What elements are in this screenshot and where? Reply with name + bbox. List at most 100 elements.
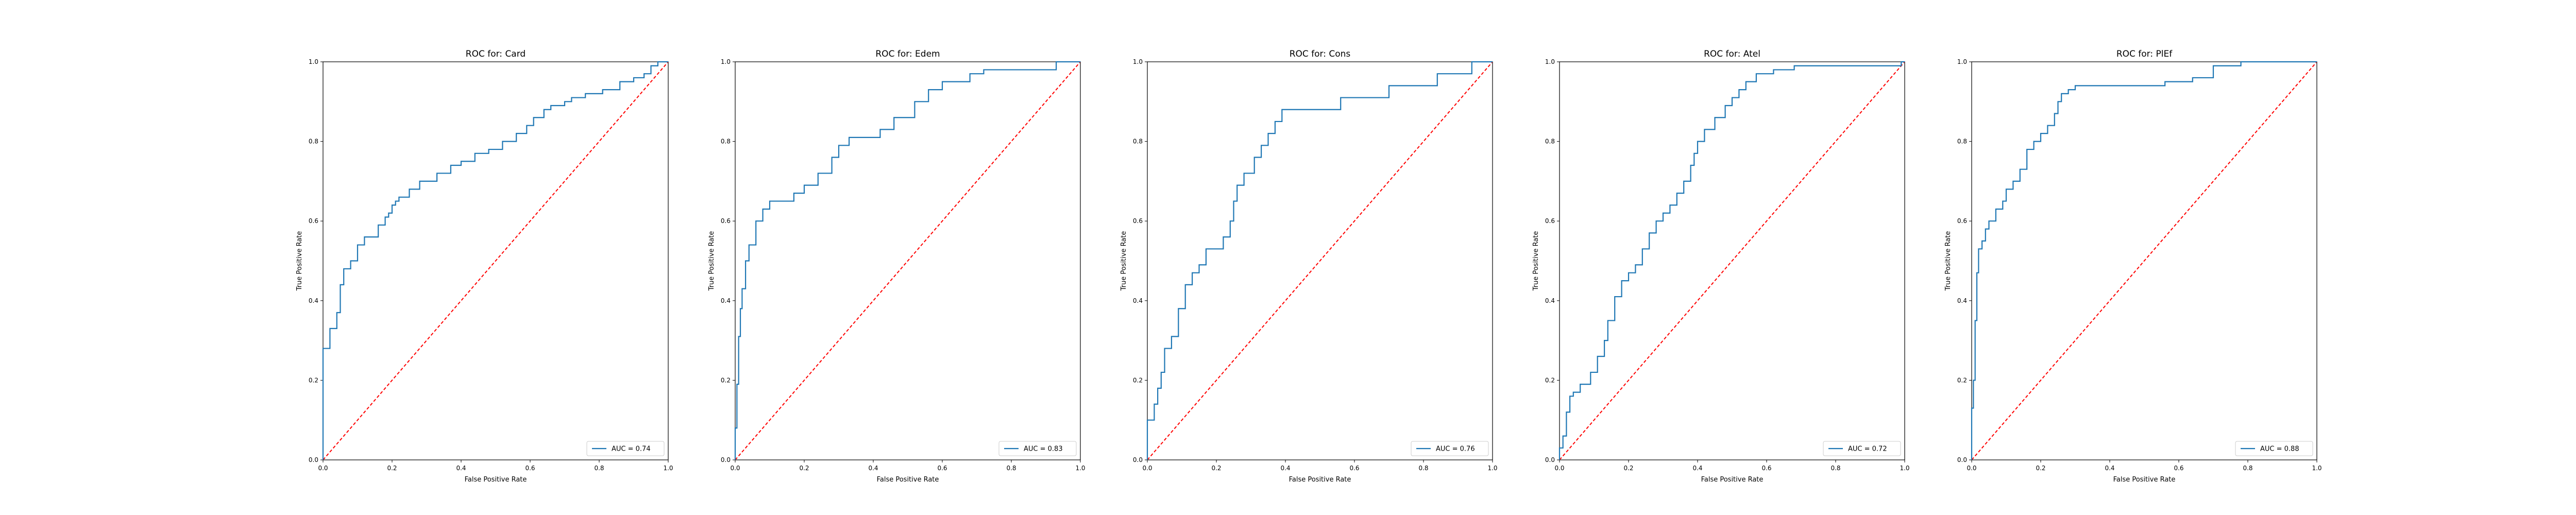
y-tick-label: 0.0 bbox=[1545, 456, 1555, 464]
x-tick-label: 0.2 bbox=[799, 465, 809, 472]
y-tick-label: 0.4 bbox=[721, 297, 731, 304]
chance-line bbox=[323, 62, 668, 460]
legend-label: AUC = 0.74 bbox=[612, 445, 651, 453]
x-tick-label: 0.4 bbox=[456, 465, 466, 472]
x-tick-label: 0.6 bbox=[2174, 465, 2183, 472]
x-axis-label: False Positive Rate bbox=[2113, 476, 2176, 484]
y-tick-label: 0.2 bbox=[721, 376, 731, 384]
y-tick-label: 0.6 bbox=[721, 217, 731, 225]
x-tick-label: 0.4 bbox=[868, 465, 878, 472]
y-axis-label: True Positive Rate bbox=[1532, 231, 1540, 291]
y-tick-label: 1.0 bbox=[721, 58, 731, 65]
legend: AUC = 0.88 bbox=[2235, 441, 2313, 456]
y-tick-label: 1.0 bbox=[1133, 58, 1143, 65]
y-tick-label: 1.0 bbox=[309, 58, 318, 65]
chart-title: ROC for: PlEf bbox=[2116, 49, 2173, 59]
x-tick-label: 0.8 bbox=[1831, 465, 1840, 472]
roc-curve bbox=[1971, 61, 2317, 460]
x-tick-label: 0.8 bbox=[1006, 465, 1016, 472]
legend-label: AUC = 0.72 bbox=[1848, 445, 1887, 453]
x-axis-label: False Positive Rate bbox=[1701, 476, 1764, 484]
y-tick-label: 0.0 bbox=[1957, 456, 1967, 464]
y-tick-label: 0.6 bbox=[1133, 217, 1143, 225]
y-tick-label: 0.2 bbox=[1133, 376, 1143, 384]
chance-line bbox=[735, 62, 1080, 460]
x-tick-label: 0.0 bbox=[1554, 465, 1564, 472]
legend-label: AUC = 0.76 bbox=[1436, 445, 1475, 453]
y-tick-label: 0.0 bbox=[1133, 456, 1143, 464]
plot-frame bbox=[323, 61, 669, 460]
y-axis-label: True Positive Rate bbox=[1944, 231, 1952, 291]
x-tick-label: 0.8 bbox=[594, 465, 604, 472]
y-axis-label: True Positive Rate bbox=[1120, 231, 1128, 291]
roc-chart-5: ROC for: PlEf 0.0 0.2 0.4 0.6 0.8 1.0 0.0 0.2 0.4… bbox=[1944, 49, 2322, 484]
y-tick-label: 0.2 bbox=[1957, 376, 1967, 384]
x-tick-label: 0.2 bbox=[387, 465, 397, 472]
y-tick-label: 0.4 bbox=[309, 297, 318, 304]
roc-chart-1: ROC for: Card 0.0 0.2 0.4 0.6 0.8 1.0 0.0 0.2 0.4… bbox=[296, 49, 673, 484]
y-tick-label: 0.6 bbox=[1545, 217, 1555, 225]
x-tick-label: 0.2 bbox=[1211, 465, 1221, 472]
legend-box bbox=[586, 441, 665, 456]
y-tick-label: 0.2 bbox=[309, 376, 318, 384]
y-tick-label: 0.2 bbox=[1545, 376, 1555, 384]
x-tick-label: 0.0 bbox=[1967, 465, 1976, 472]
x-tick-label: 0.6 bbox=[1761, 465, 1771, 472]
x-tick-label: 0.8 bbox=[2243, 465, 2252, 472]
x-axis-label: False Positive Rate bbox=[465, 476, 527, 484]
plot-frame bbox=[735, 61, 1081, 460]
y-tick-label: 0.4 bbox=[1957, 297, 1967, 304]
x-tick-label: 0.0 bbox=[318, 465, 328, 472]
x-axis-label: False Positive Rate bbox=[877, 476, 939, 484]
legend-box bbox=[1411, 441, 1489, 456]
roc-curve bbox=[1558, 61, 1905, 460]
y-tick-label: 0.6 bbox=[1957, 217, 1967, 225]
roc-curve bbox=[1146, 61, 1493, 460]
chart-title: ROC for: Edem bbox=[875, 49, 940, 59]
x-tick-label: 1.0 bbox=[1487, 465, 1497, 472]
y-tick-label: 0.8 bbox=[309, 138, 318, 145]
x-axis-label: False Positive Rate bbox=[1289, 476, 1351, 484]
x-tick-label: 0.0 bbox=[730, 465, 740, 472]
y-tick-label: 0.8 bbox=[1957, 138, 1967, 145]
legend: AUC = 0.76 bbox=[1411, 441, 1489, 456]
plot-frame bbox=[1971, 61, 2317, 460]
y-tick-label: 0.8 bbox=[1133, 138, 1143, 145]
y-axis-label: True Positive Rate bbox=[296, 231, 303, 291]
x-tick-label: 1.0 bbox=[663, 465, 673, 472]
x-tick-label: 0.4 bbox=[2105, 465, 2114, 472]
x-tick-label: 1.0 bbox=[2312, 465, 2321, 472]
y-tick-label: 1.0 bbox=[1545, 58, 1555, 65]
roc-chart-4: ROC for: Atel 0.0 0.2 0.4 0.6 0.8 1.0 0.0 0.2 0.4… bbox=[1532, 49, 1910, 484]
legend-box bbox=[2235, 441, 2313, 456]
roc-curve bbox=[322, 61, 668, 460]
legend: AUC = 0.74 bbox=[586, 441, 665, 456]
x-tick-label: 0.4 bbox=[1280, 465, 1290, 472]
y-axis-label: True Positive Rate bbox=[708, 231, 716, 291]
x-tick-label: 0.6 bbox=[937, 465, 947, 472]
y-tick-label: 0.6 bbox=[309, 217, 318, 225]
plot-frame bbox=[1559, 61, 1905, 460]
chart-title: ROC for: Atel bbox=[1704, 49, 1760, 59]
roc-chart-3: ROC for: Cons 0.0 0.2 0.4 0.6 0.8 1.0 0.0 0.2 0.4… bbox=[1120, 49, 1498, 484]
legend-label: AUC = 0.88 bbox=[2260, 445, 2299, 453]
y-tick-label: 0.0 bbox=[309, 456, 318, 464]
y-tick-label: 0.0 bbox=[721, 456, 731, 464]
y-tick-label: 0.4 bbox=[1133, 297, 1143, 304]
x-tick-label: 0.2 bbox=[1623, 465, 1633, 472]
legend-box bbox=[1823, 441, 1901, 456]
y-tick-label: 0.8 bbox=[721, 138, 731, 145]
chart-title: ROC for: Card bbox=[466, 49, 526, 59]
legend-box bbox=[998, 441, 1077, 456]
chance-line bbox=[1147, 62, 1493, 460]
roc-chart-2: ROC for: Edem 0.0 0.2 0.4 0.6 0.8 1.0 0.0 0.2 0.4… bbox=[708, 49, 1086, 484]
x-tick-label: 0.0 bbox=[1142, 465, 1152, 472]
y-tick-label: 0.8 bbox=[1545, 138, 1555, 145]
x-tick-label: 1.0 bbox=[1075, 465, 1085, 472]
x-tick-label: 0.8 bbox=[1418, 465, 1428, 472]
chance-line bbox=[1560, 62, 1905, 460]
plot-frame bbox=[1147, 61, 1493, 460]
x-tick-label: 0.4 bbox=[1692, 465, 1702, 472]
x-tick-label: 0.2 bbox=[2036, 465, 2045, 472]
